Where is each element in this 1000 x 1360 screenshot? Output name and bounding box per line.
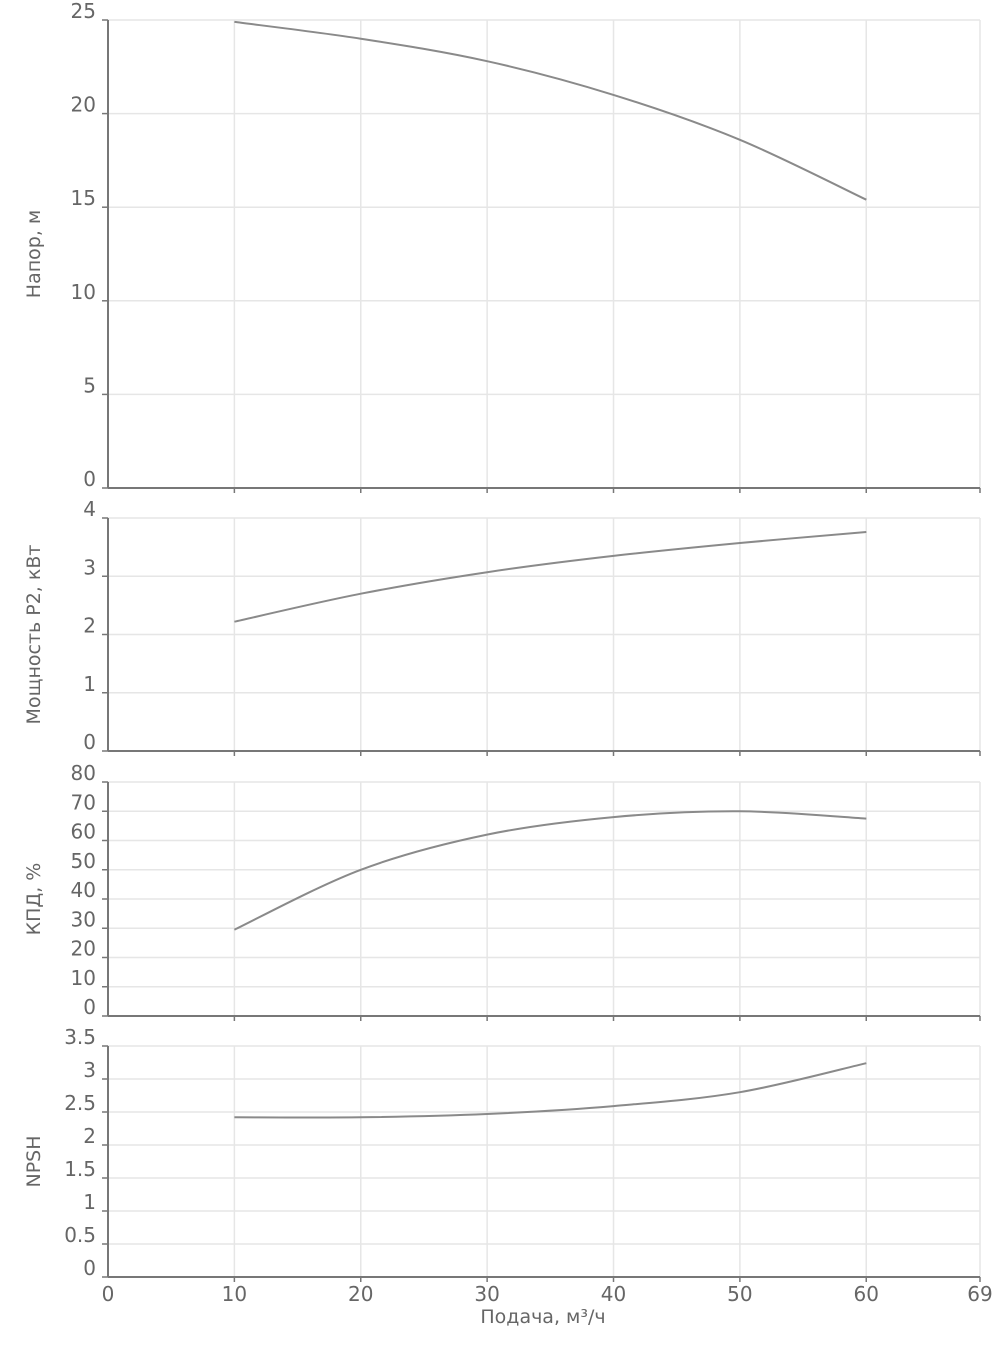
x-tick-label: 10 [222,1282,247,1306]
y-tick-label: 1 [83,1190,96,1214]
panel-efficiency: 0 10 20 30 40 50 60 70 80 КПД, % [23,761,981,1021]
y-tick-label: 1 [83,672,96,696]
y-tick-label: 3 [83,1058,96,1082]
series-line-head [234,20,867,201]
x-tick-label: 50 [727,1282,752,1306]
y-tick-label: 0 [83,730,96,754]
y-tick-label: 60 [71,820,96,844]
y-tick-label: 0 [83,995,96,1019]
y-tick-label: 10 [71,966,96,990]
y-tick-label: 0.5 [64,1223,96,1247]
y-tick-label: 4 [83,497,96,521]
panel-head: 0 5 10 15 20 25 Напор, м [23,0,981,493]
y-tick-label: 80 [71,761,96,785]
y-axis-title: Напор, м [23,210,45,298]
y-axis-title: NPSH [23,1135,45,1187]
y-tick-label: 1.5 [64,1157,96,1181]
y-tick-label: 20 [71,937,96,961]
series-line-npsh [234,1062,867,1119]
y-axis-title: Мощность P2, кВт [23,545,45,725]
y-tick-label: 2 [83,1124,96,1148]
y-tick-label: 40 [71,878,96,902]
y-tick-label: 10 [71,280,96,304]
y-tick-label: 2 [83,614,96,638]
panel-npsh: 0 0.5 1 1.5 2 2.5 3 3.5 NPSH [23,1025,981,1282]
y-tick-label: 50 [71,849,96,873]
y-tick-label: 15 [71,186,96,210]
x-tick-label: 60 [854,1282,879,1306]
panel-power: 0 1 2 3 4 Мощность P2, кВт [23,497,981,756]
y-tick-label: 0 [83,1256,96,1280]
x-tick-label: 20 [348,1282,373,1306]
x-axis-title: Подача, м³/ч [480,1306,605,1328]
y-tick-label: 25 [71,0,96,23]
x-tick-label: 0 [102,1282,115,1306]
y-tick-label: 70 [71,790,96,814]
x-tick-label: 40 [601,1282,626,1306]
y-tick-label: 3.5 [64,1025,96,1049]
series-line-power [234,531,867,623]
y-tick-label: 2.5 [64,1091,96,1115]
y-tick-label: 5 [83,373,96,397]
x-tick-label: 30 [474,1282,499,1306]
x-tick-label: 69 [967,1282,992,1306]
y-tick-label: 0 [83,467,96,491]
series-line-efficiency [233,810,867,931]
y-tick-label: 3 [83,555,96,579]
y-tick-label: 30 [71,907,96,931]
y-tick-label: 20 [71,93,96,117]
y-axis-title: КПД, % [23,863,45,936]
